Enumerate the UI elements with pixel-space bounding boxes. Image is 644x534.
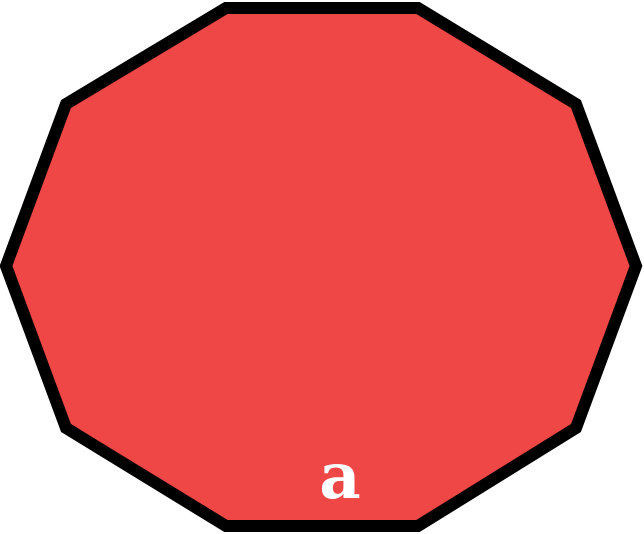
shape-label: a bbox=[319, 439, 360, 514]
